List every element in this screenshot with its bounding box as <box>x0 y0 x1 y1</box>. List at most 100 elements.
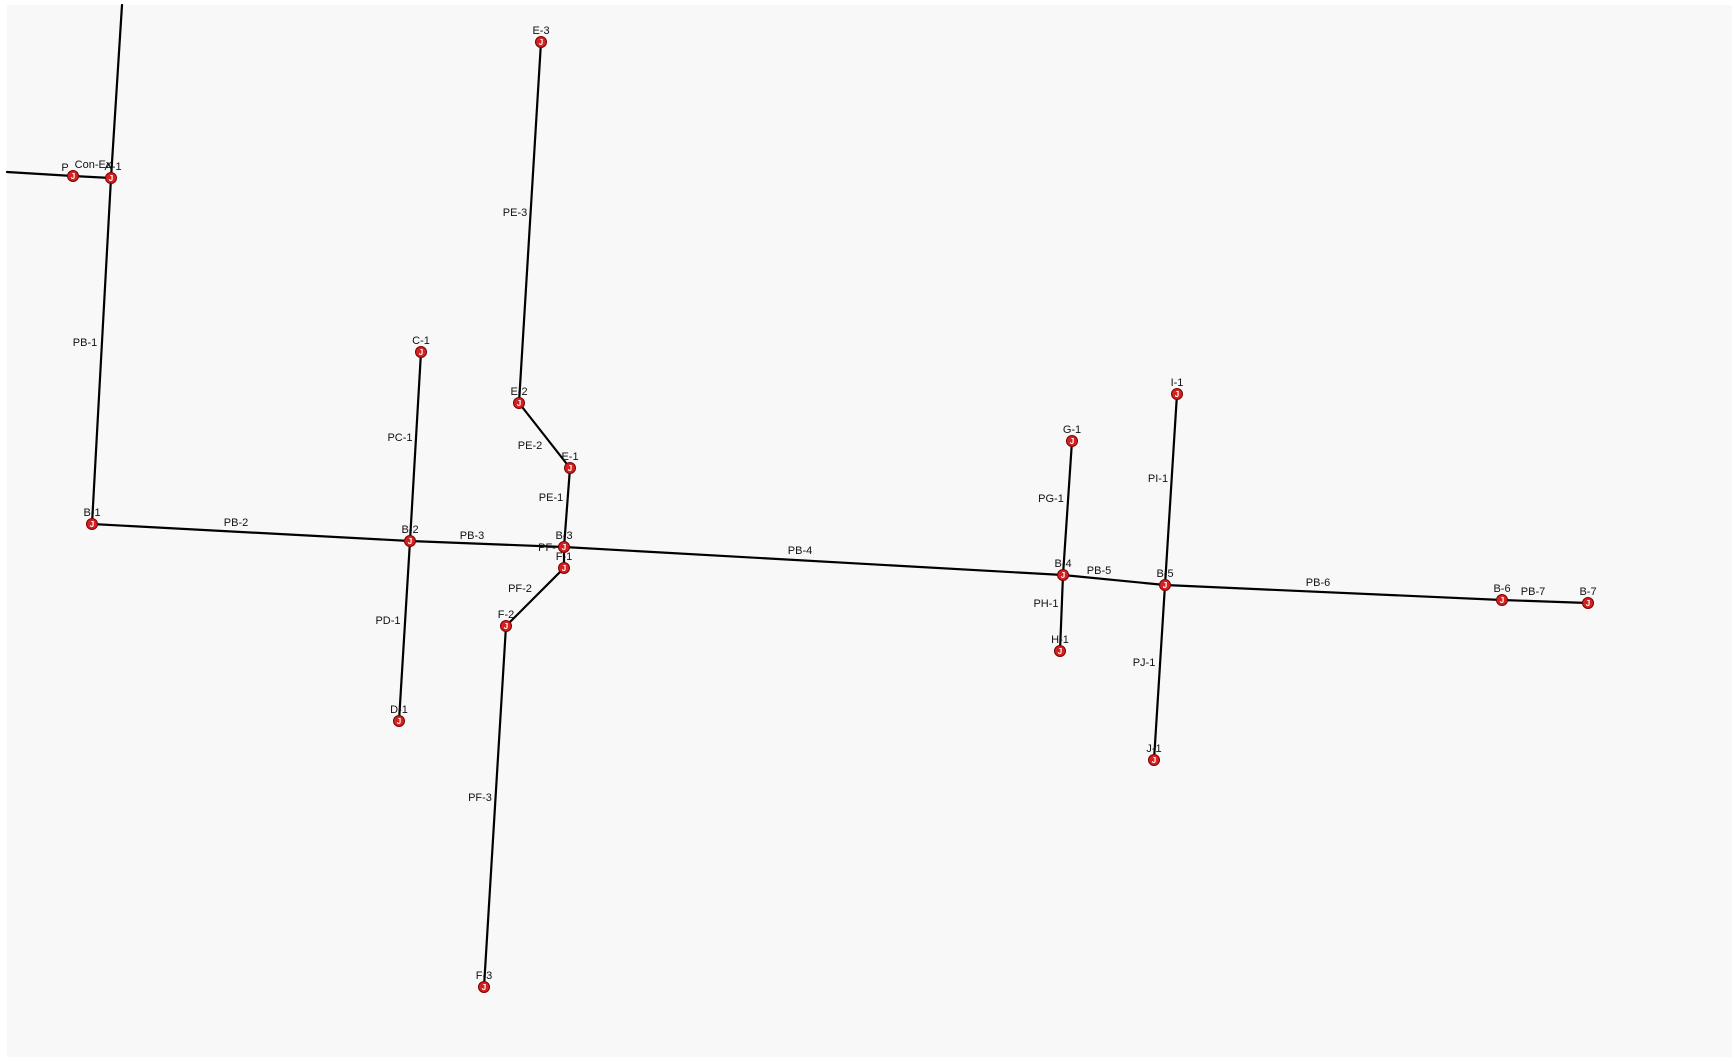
junction-glyph: J <box>397 717 401 726</box>
junction-icon <box>86 518 98 530</box>
pipe-label-pb-1: PB-1 <box>73 337 97 349</box>
pipe-pe-2[interactable] <box>517 401 572 470</box>
pipe-label-pb-2: PB-2 <box>224 517 248 529</box>
junction-glyph: J <box>1058 647 1062 656</box>
junction-label-e-2: E-2 <box>510 386 527 398</box>
pipe-ph-1[interactable] <box>1058 573 1065 653</box>
pipe-pd-1[interactable] <box>397 539 412 723</box>
pipe-label-pj-1: PJ-1 <box>1133 657 1156 669</box>
junction-f-1[interactable]: J <box>558 562 570 574</box>
pipe-label-pb-7: PB-7 <box>1521 586 1545 598</box>
pipe-pb-3[interactable] <box>408 539 566 549</box>
junction-b-1[interactable]: J <box>86 518 98 530</box>
junction-icon <box>558 562 570 574</box>
junction-icon <box>404 535 416 547</box>
pipe-pi-1[interactable] <box>1163 392 1179 587</box>
pipe-pb-6[interactable] <box>1163 583 1504 602</box>
junction-e-3[interactable]: J <box>535 36 547 48</box>
junction-f-2[interactable]: J <box>500 620 512 632</box>
junction-b-4[interactable]: J <box>1057 569 1069 581</box>
junction-icon <box>500 620 512 632</box>
pipe-pf-2[interactable] <box>504 566 566 628</box>
junction-icon <box>1496 594 1508 606</box>
junction-b-5[interactable]: J <box>1159 579 1171 591</box>
junction-b-3[interactable]: J <box>558 541 570 553</box>
junction-label-b-6: B-6 <box>1493 583 1510 595</box>
junctions-layer: J J J J J J J J J J J J J J J J J J J J J <box>67 36 1594 993</box>
junction-glyph: J <box>504 622 508 631</box>
junction-i-1[interactable]: J <box>1171 388 1183 400</box>
junction-glyph: J <box>1500 596 1504 605</box>
junction-e-1[interactable]: J <box>564 462 576 474</box>
junction-glyph: J <box>562 564 566 573</box>
junction-label-b-4: B-4 <box>1054 558 1071 570</box>
junction-glyph: J <box>1163 581 1167 590</box>
junction-icon <box>415 346 427 358</box>
junction-c-1[interactable]: J <box>415 346 427 358</box>
pipe-pg-1[interactable] <box>1061 439 1074 577</box>
pipe-pe-1[interactable] <box>562 466 572 549</box>
pipe-label-ph-1: PH-1 <box>1033 598 1058 610</box>
junction-icon <box>1148 754 1160 766</box>
pipe-p-top[interactable] <box>109 3 124 180</box>
junction-b-2[interactable]: J <box>404 535 416 547</box>
drawing-canvas[interactable] <box>7 5 1732 1057</box>
pipe-label-pf-3: PF-3 <box>468 792 492 804</box>
pipe-label-pd-1: PD-1 <box>375 615 400 627</box>
junction-j-1[interactable]: J <box>1148 754 1160 766</box>
pipe-label-pe-2: PE-2 <box>518 440 542 452</box>
junction-glyph: J <box>419 348 423 357</box>
junction-f-3[interactable]: J <box>478 981 490 993</box>
junction-glyph: J <box>562 543 566 552</box>
pipe-pb-1[interactable] <box>90 176 113 526</box>
pipe-label-pc-1: PC-1 <box>387 432 412 444</box>
pipe-pb-7[interactable] <box>1500 598 1590 605</box>
junction-glyph: J <box>408 537 412 546</box>
junction-label-b-5: B-5 <box>1156 568 1173 580</box>
junction-g-1[interactable]: J <box>1066 435 1078 447</box>
junction-label-f-2: F-2 <box>498 609 515 621</box>
junction-label-a-1: A-1 <box>104 161 121 173</box>
pipe-pb-5[interactable] <box>1061 573 1167 587</box>
pipe-pb-2[interactable] <box>90 522 412 543</box>
junction-d-1[interactable]: J <box>393 715 405 727</box>
junction-h-1[interactable]: J <box>1054 645 1066 657</box>
junction-icon <box>1159 579 1171 591</box>
junction-label-e-3: E-3 <box>532 25 549 37</box>
pipe-label-con-ex: Con-Ex <box>75 159 112 171</box>
junction-glyph: J <box>1175 390 1179 399</box>
junction-label-e-1: E-1 <box>561 451 578 463</box>
junction-glyph: J <box>1070 437 1074 446</box>
junction-icon <box>564 462 576 474</box>
pipe-p-in[interactable] <box>5 170 75 178</box>
junction-e-2[interactable]: J <box>513 397 525 409</box>
junction-label-h-1: H-1 <box>1051 634 1069 646</box>
junction-glyph: J <box>1152 756 1156 765</box>
junction-icon <box>558 541 570 553</box>
junction-b-6[interactable]: J <box>1496 594 1508 606</box>
pipes-layer <box>5 3 1590 989</box>
junction-b-7[interactable]: J <box>1582 597 1594 609</box>
pipe-pj-1[interactable] <box>1152 583 1167 762</box>
pipe-label-pf-1: PF- <box>538 542 556 554</box>
junction-icon <box>105 172 117 184</box>
junction-label-b-1: B-1 <box>83 507 100 519</box>
junction-icon <box>1066 435 1078 447</box>
junction-glyph: J <box>90 520 94 529</box>
pipe-pf-3[interactable] <box>482 624 508 989</box>
junction-a-1[interactable]: J <box>105 172 117 184</box>
junction-label-d-1: D-1 <box>390 704 408 716</box>
junction-label-f-1: F-1 <box>556 551 573 563</box>
pipe-pc-1[interactable] <box>408 350 423 543</box>
pipe-pb-4[interactable] <box>562 545 1065 577</box>
pipe-label-pg-1: PG-1 <box>1038 493 1064 505</box>
junction-glyph: J <box>1061 571 1065 580</box>
pipe-label-pb-5: PB-5 <box>1087 565 1111 577</box>
junction-glyph: J <box>539 38 543 47</box>
junction-labels-layer: P A-1 B-1 B-2 C-1 D-1 B-3 E-1 E-2 E-3 F-1 F-2 F-3 B-4… <box>61 25 1596 982</box>
junction-p[interactable]: J <box>67 170 79 182</box>
pipe-con-ex[interactable] <box>71 174 113 180</box>
pipe-label-pf-2: PF-2 <box>508 583 532 595</box>
pipe-pe-3[interactable] <box>517 40 543 405</box>
